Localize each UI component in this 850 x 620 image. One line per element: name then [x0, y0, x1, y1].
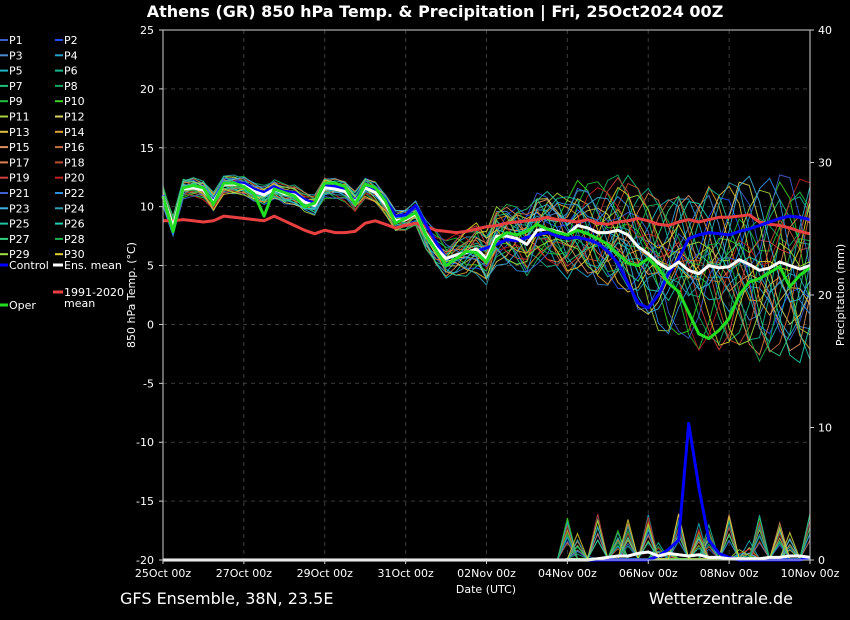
chart-title: Athens (GR) 850 hPa Temp. & Precipitatio… — [147, 2, 724, 22]
legend-label: P7 — [9, 80, 23, 93]
legend-label: P11 — [9, 111, 30, 124]
legend-label: P17 — [9, 156, 30, 169]
legend-label: P14 — [64, 126, 85, 139]
legend-label: P26 — [64, 218, 85, 231]
legend-label: P25 — [9, 218, 30, 231]
x-axis-ticks: 25Oct 00z 27Oct 00z 29Oct 00z 31Oct 00z 02No… — [135, 560, 840, 580]
legend-label: P19 — [9, 172, 30, 185]
x-tick-label: 25Oct 00z — [135, 567, 192, 580]
legend-label: P16 — [64, 141, 85, 154]
legend-label: P23 — [9, 202, 30, 215]
legend-label: P24 — [64, 202, 85, 215]
legend-label: P29 — [9, 248, 30, 261]
legend-label: P22 — [64, 187, 85, 200]
legend-label: P30 — [64, 248, 85, 261]
legend-label: mean — [64, 297, 95, 310]
temp-line-1991-2020-mean — [163, 213, 811, 236]
y-tick-label: 25 — [140, 24, 154, 37]
legend-label: P6 — [64, 65, 78, 78]
legend-label: P9 — [9, 95, 23, 108]
x-tick-label: 04Nov 00z — [538, 567, 597, 580]
y-tick-label: 5 — [147, 260, 154, 273]
member-line — [162, 179, 811, 346]
x-axis-label: Date (UTC) — [456, 583, 516, 596]
legend-label: P10 — [64, 95, 85, 108]
x-tick-label: 29Oct 00z — [297, 567, 354, 580]
y-tick-label: 15 — [140, 142, 154, 155]
y2-tick-label: 0 — [818, 554, 825, 567]
y-tick-label: -10 — [136, 436, 154, 449]
y2-axis-ticks: 0 10 20 30 40 — [810, 24, 832, 567]
legend-label: P5 — [9, 65, 23, 78]
legend-label: P12 — [64, 111, 85, 124]
temp-line-control — [161, 181, 811, 310]
legend-label: Oper — [9, 299, 36, 312]
y-axis-ticks: -20 -15 -10 -5 0 5 10 15 20 25 — [136, 24, 163, 567]
x-tick-label: 02Nov 00z — [457, 567, 516, 580]
legend-label: P3 — [9, 49, 23, 62]
legend-label: P20 — [64, 172, 85, 185]
y-tick-label: -5 — [143, 377, 154, 390]
y2-axis-label: Precipitation (mm) — [834, 244, 847, 346]
legend-label: Control — [9, 259, 49, 272]
y2-tick-label: 20 — [818, 289, 832, 302]
footer-site: Wetterzentrale.de — [649, 589, 793, 608]
y-tick-label: -15 — [136, 495, 154, 508]
legend: P1 P2 P3 P4 P5 P6 P7 P8 P9 P10 P11 P12 P13 P14 P15 P16 P… — [0, 34, 124, 312]
grid — [163, 30, 810, 560]
y-tick-label: 20 — [140, 83, 154, 96]
legend-label: Ens. mean — [64, 259, 122, 272]
legend-label: P15 — [9, 141, 30, 154]
legend-label: P27 — [9, 233, 30, 246]
legend-label: P2 — [64, 34, 78, 47]
legend-label: P18 — [64, 156, 85, 169]
legend-label: P28 — [64, 233, 85, 246]
y-tick-label: -20 — [136, 554, 154, 567]
y2-tick-label: 30 — [818, 157, 832, 170]
footer-model: GFS Ensemble, 38N, 23.5E — [120, 589, 333, 608]
legend-label: P21 — [9, 187, 30, 200]
x-tick-label: 31Oct 00z — [377, 567, 434, 580]
y2-tick-label: 40 — [818, 24, 832, 37]
y2-tick-label: 10 — [818, 422, 832, 435]
y-tick-label: 0 — [147, 318, 154, 331]
legend-label: 1991-2020 — [64, 286, 124, 299]
x-tick-label: 10Nov 00z — [781, 567, 840, 580]
legend-label: P13 — [9, 126, 30, 139]
legend-label: P4 — [64, 49, 78, 62]
legend-label: P8 — [64, 80, 78, 93]
y-tick-label: 10 — [140, 201, 154, 214]
x-tick-label: 06Nov 00z — [619, 567, 678, 580]
temp-line-oper — [161, 181, 811, 341]
x-tick-label: 08Nov 00z — [700, 567, 759, 580]
member-line — [162, 174, 811, 340]
y-axis-label: 850 hPa Temp. (°C) — [125, 242, 138, 348]
legend-label: P1 — [9, 34, 23, 47]
x-tick-label: 27Oct 00z — [216, 567, 273, 580]
